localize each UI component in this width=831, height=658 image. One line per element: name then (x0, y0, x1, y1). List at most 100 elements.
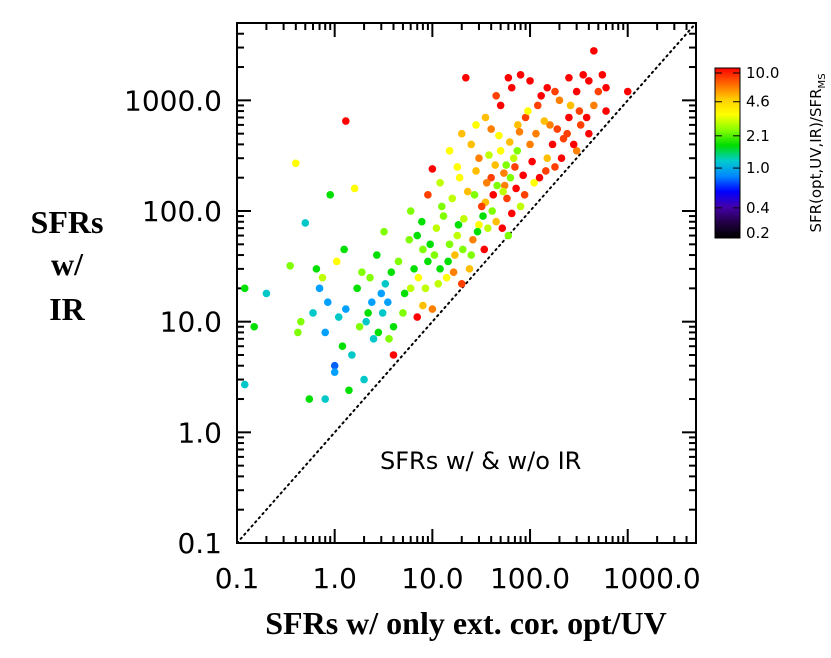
y-axis-label-line-1: SFRs (31, 204, 104, 240)
data-point (250, 322, 259, 331)
data-point (516, 71, 525, 79)
data-point (342, 117, 350, 125)
data-point (436, 178, 444, 187)
data-point (499, 187, 507, 196)
data-point (492, 91, 500, 100)
data-point (426, 240, 434, 249)
data-point (487, 125, 495, 133)
data-point (430, 251, 439, 259)
data-point (305, 395, 314, 403)
data-point (582, 113, 591, 122)
data-point (434, 279, 443, 288)
data-point (543, 83, 552, 92)
data-point (557, 154, 566, 163)
data-point (507, 209, 516, 218)
data-point (473, 227, 482, 236)
data-point (481, 113, 490, 122)
data-point (548, 140, 557, 149)
data-point (463, 187, 472, 196)
data-point (477, 202, 486, 211)
data-point (482, 178, 491, 187)
x-tick-label: 10.0 (401, 562, 463, 595)
data-point (585, 77, 593, 85)
data-point (294, 328, 302, 337)
data-point (240, 380, 249, 389)
data-point (394, 257, 403, 266)
data-point (509, 154, 518, 163)
data-point (309, 309, 317, 317)
data-point (374, 328, 383, 337)
data-point (445, 240, 454, 249)
data-point (360, 375, 368, 384)
data-point (373, 251, 381, 259)
data-point (575, 107, 584, 115)
y-tick-label: 1.0 (177, 416, 222, 449)
data-point (506, 173, 515, 182)
data-point (472, 121, 480, 129)
data-point (488, 207, 497, 215)
data-point (301, 219, 310, 227)
data-point (491, 161, 500, 169)
colorbar-tick-label: 10.0 (746, 64, 779, 82)
data-point (565, 113, 573, 122)
data-point (540, 117, 549, 125)
data-points (240, 47, 632, 403)
colorbar-tick-label: 0.4 (746, 199, 770, 217)
data-point (366, 273, 374, 282)
data-point (489, 191, 498, 199)
data-point (462, 73, 470, 82)
data-point (405, 235, 414, 244)
data-point (428, 305, 437, 313)
data-point (428, 165, 437, 173)
x-tick-label: 100.0 (490, 562, 570, 595)
data-point (602, 107, 610, 115)
colorbar (714, 67, 741, 239)
y-tick-label: 100.0 (142, 195, 222, 228)
data-point (362, 317, 370, 326)
data-point (318, 273, 327, 282)
y-axis-label-line-2: w/ (51, 246, 84, 282)
data-point (457, 129, 466, 138)
data-point (526, 140, 534, 149)
data-point (345, 386, 353, 395)
data-point (484, 224, 492, 232)
data-point (472, 167, 480, 175)
data-point (385, 335, 393, 343)
data-point (528, 157, 536, 166)
data-point (516, 202, 525, 211)
data-point (572, 147, 581, 155)
data-point (487, 173, 495, 182)
data-point (495, 131, 503, 140)
data-point (384, 298, 392, 306)
x-tick-label: 1000.0 (603, 562, 701, 595)
data-point (442, 273, 451, 282)
data-point (500, 169, 508, 177)
data-point (448, 194, 457, 203)
data-point (330, 368, 339, 376)
data-point (419, 245, 427, 254)
x-tick-label: 1.0 (312, 562, 357, 595)
data-point (569, 140, 578, 149)
data-point (503, 194, 511, 203)
data-point (519, 171, 527, 180)
data-point (334, 313, 343, 321)
data-point (342, 305, 350, 313)
data-point (546, 121, 554, 129)
colorbar-label-subscript: MS (817, 73, 828, 88)
data-point (555, 96, 564, 105)
colorbar-tick-labels: 10.0 4.6 2.1 1.0 0.4 0.2 (746, 64, 779, 242)
data-point (470, 191, 479, 199)
data-point (400, 289, 409, 298)
data-point (543, 154, 552, 163)
data-point (542, 167, 550, 175)
data-point (530, 178, 538, 187)
data-point (535, 173, 544, 182)
data-point (565, 73, 573, 82)
data-point (504, 231, 513, 240)
data-point (502, 161, 510, 169)
data-point (353, 284, 361, 293)
data-point (498, 224, 507, 232)
data-point (496, 147, 505, 155)
data-point (551, 87, 559, 96)
data-point (413, 313, 422, 321)
